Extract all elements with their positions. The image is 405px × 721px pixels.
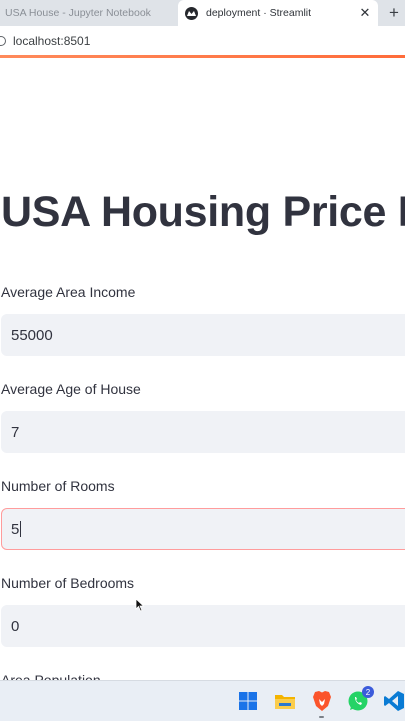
input-number-of-rooms[interactable]: 5 [1,508,405,550]
input-number-of-bedrooms[interactable]: 0 [1,605,405,647]
close-tab-icon[interactable]: ✕ [359,5,371,20]
running-indicator [319,716,324,718]
label-average-age-of-house: Average Age of House [1,381,141,397]
streamlit-header-decoration [0,55,405,58]
address-bar[interactable]: localhost:8501 [0,26,405,55]
browser-tab-strip: USA House - Jupyter Notebook deployment … [0,0,405,26]
input-value: 0 [11,617,20,635]
url-text[interactable]: localhost:8501 [13,33,91,48]
new-tab-button[interactable]: + [389,3,399,22]
input-value: 7 [11,423,20,441]
file-explorer-icon[interactable] [274,690,296,712]
label-number-of-rooms: Number of Rooms [1,478,115,494]
site-info-icon[interactable] [0,35,6,46]
tab-title: deployment · Streamlit [206,7,312,19]
whatsapp-icon[interactable] [347,690,369,712]
windows-taskbar: 2 [0,680,405,721]
streamlit-favicon-icon [185,6,198,20]
page-title: USA Housing Price Prediction [1,188,405,236]
label-number-of-bedrooms: Number of Bedrooms [1,575,135,591]
input-value: 5 [11,520,20,538]
windows-start-icon[interactable] [237,690,259,712]
notification-badge: 2 [362,686,374,698]
input-average-area-income[interactable]: 55000 [1,314,405,356]
text-caret [20,521,22,537]
mouse-pointer-icon [135,598,145,612]
input-value: 55000 [11,326,53,344]
tab-title: USA House - Jupyter Notebook [5,7,151,19]
label-average-area-income: Average Area Income [1,284,136,300]
input-average-age-of-house[interactable]: 7 [1,411,405,453]
streamlit-app: USA Housing Price Prediction Average Are… [0,58,405,680]
brave-browser-icon[interactable] [311,690,333,718]
tab-jupyter-notebook[interactable]: USA House - Jupyter Notebook [0,0,176,26]
label-area-population: Area Population [1,672,101,680]
vscode-icon[interactable] [383,690,405,712]
tab-streamlit-deployment[interactable]: deployment · Streamlit ✕ [178,0,378,26]
